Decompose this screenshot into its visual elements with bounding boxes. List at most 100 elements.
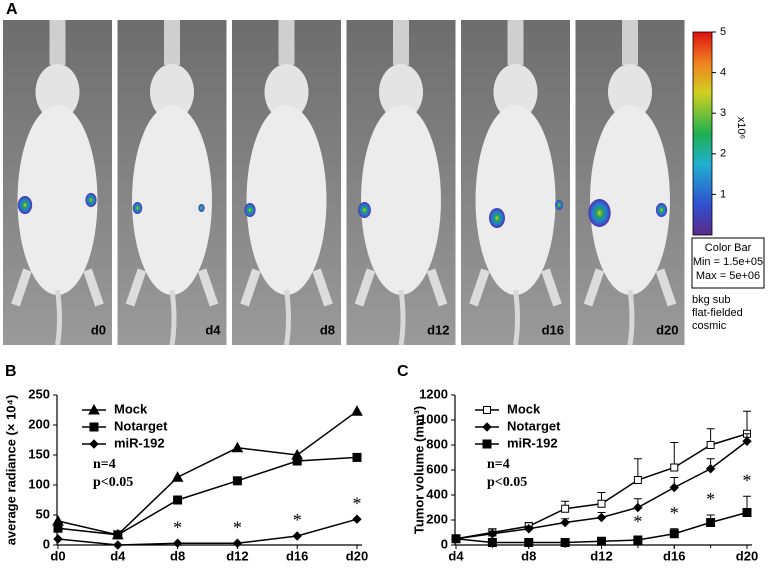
marker <box>596 512 607 523</box>
day-label: d0 <box>91 322 106 337</box>
marker <box>113 530 123 540</box>
marker <box>171 471 184 482</box>
colorbar-tick-label: 5 <box>720 26 726 38</box>
mouse-legs <box>469 268 562 307</box>
x-tick-label: d16 <box>286 548 308 563</box>
x-tick-label: d8 <box>521 548 536 563</box>
legend-label: Mock <box>507 401 541 416</box>
annotation: p<0.05 <box>487 475 527 490</box>
legend-label: Notarget <box>114 418 168 433</box>
marker <box>352 452 362 462</box>
holder <box>49 20 66 65</box>
marker <box>53 523 63 533</box>
significance: * <box>293 510 302 530</box>
holder <box>393 20 409 65</box>
note: flat-fielded <box>692 307 743 319</box>
signal <box>588 199 611 227</box>
panel-label: A <box>6 1 18 18</box>
marker <box>487 529 498 539</box>
day-label: d16 <box>542 322 564 337</box>
color-bar <box>692 31 713 236</box>
y-tick-label: 250 <box>28 386 50 401</box>
note: cosmic <box>692 320 727 332</box>
marker <box>560 517 570 528</box>
marker <box>742 508 752 517</box>
colorbar-box-text: Max = 5e+06 <box>696 270 760 282</box>
marker <box>483 406 491 414</box>
marker <box>292 531 302 541</box>
marker <box>173 495 183 505</box>
mouse-body <box>246 105 327 295</box>
annotation: n=4 <box>93 457 116 472</box>
marker <box>232 538 243 548</box>
signal <box>358 202 371 218</box>
day-label: d12 <box>427 322 449 337</box>
mouse-body <box>361 105 441 295</box>
mouse-body <box>590 105 670 295</box>
mouse-tail <box>284 289 291 346</box>
y-tick-label: 200 <box>426 511 448 526</box>
mouse-body <box>475 105 556 295</box>
marker <box>231 441 244 453</box>
mouse-tail <box>627 289 635 346</box>
marker <box>560 538 570 547</box>
y-tick-label: 1200 <box>419 386 448 401</box>
x-tick-label: d12 <box>226 548 248 563</box>
y-tick-label: 1000 <box>419 411 448 426</box>
holder <box>507 20 524 65</box>
y-tick-label: 150 <box>28 446 50 461</box>
y-tick-label: 50 <box>36 506 50 521</box>
y-tick-label: 0 <box>441 536 448 551</box>
y-tick-label: 0 <box>43 536 50 551</box>
marker <box>669 529 679 539</box>
signal <box>244 203 256 217</box>
x-tick-label: d12 <box>590 548 612 563</box>
marker <box>172 538 183 548</box>
x-tick-label: d20 <box>346 548 368 563</box>
mouse-legs <box>583 268 677 307</box>
x-tick-label: d20 <box>736 548 758 563</box>
mouse-body <box>17 105 98 295</box>
x-tick-label: d8 <box>170 548 185 563</box>
holder <box>164 20 180 65</box>
mouse-head <box>493 64 538 120</box>
mouse-tail <box>513 289 520 346</box>
y-tick-label: 800 <box>426 436 448 451</box>
holder <box>622 20 638 65</box>
marker <box>89 422 99 432</box>
day-label: d20 <box>656 322 678 337</box>
series-line <box>57 410 358 536</box>
y-tick-label: 400 <box>426 486 448 501</box>
marker <box>352 514 362 524</box>
signal <box>132 202 143 214</box>
holder <box>278 20 295 65</box>
colorbar-tick-label: 4 <box>720 67 726 79</box>
significance: * <box>633 512 642 532</box>
signal <box>655 203 668 217</box>
significance: * <box>233 517 242 537</box>
signal <box>489 208 505 228</box>
mouse-head <box>35 64 80 120</box>
marker <box>487 538 497 547</box>
x-tick-label: d16 <box>663 548 685 563</box>
marker <box>88 403 100 415</box>
marker <box>53 534 63 544</box>
mouse-head <box>379 64 423 120</box>
colorbar-tick-label: 1 <box>720 188 726 200</box>
marker <box>52 514 64 526</box>
legend-label: miR-192 <box>114 435 165 450</box>
mouse-legs <box>354 268 448 307</box>
legend-label: Notarget <box>507 418 561 433</box>
panel-label: C <box>397 363 409 380</box>
panel-label: B <box>5 363 17 380</box>
note: bkg sub <box>692 294 731 306</box>
signal <box>17 196 33 214</box>
significance: * <box>706 489 715 509</box>
marker <box>524 538 534 547</box>
y-axis-label: Tumor volume (mm³) <box>411 406 426 534</box>
y-tick-label: 100 <box>28 476 50 491</box>
marker <box>670 463 679 472</box>
marker <box>482 422 492 432</box>
marker <box>89 439 99 449</box>
